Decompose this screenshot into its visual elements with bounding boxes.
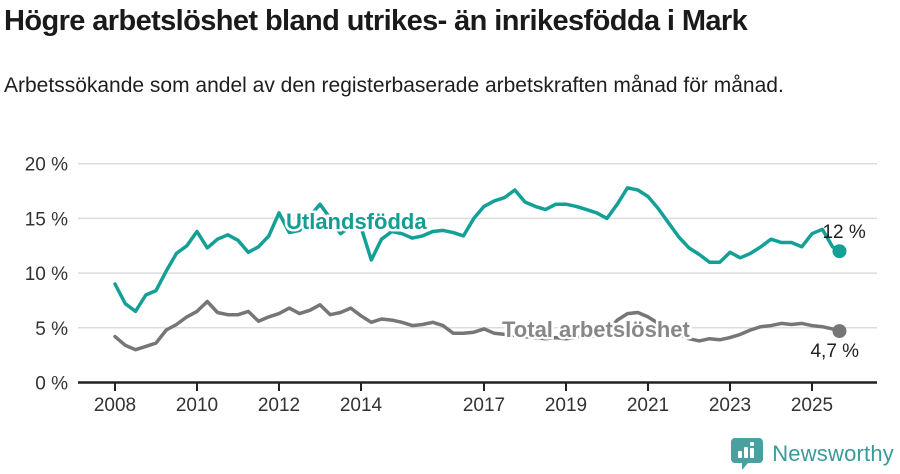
chart-subtitle: Arbetssökande som andel av den registerb… <box>4 74 784 97</box>
chart-title: Högre arbetslöshet bland utrikes- än inr… <box>4 5 748 37</box>
y-tick-label: 5 % <box>35 319 68 340</box>
y-tick-label: 0 % <box>35 374 68 395</box>
x-tick-label: 2010 <box>176 395 218 416</box>
y-tick-label: 20 % <box>25 155 68 176</box>
newsworthy-logo-icon <box>731 438 764 470</box>
brand-footer: Newsworthy <box>730 437 894 470</box>
series-label-total: Total arbetslöshet <box>502 317 691 342</box>
x-tick-label: 2021 <box>627 395 669 416</box>
x-tick-label: 2012 <box>258 395 300 416</box>
total-unemployment-line-end-dot <box>832 324 847 339</box>
end-value-foreign-born: 12 % <box>822 222 865 243</box>
logo-bar-3 <box>750 448 755 458</box>
end-value-total: 4,7 % <box>810 341 859 362</box>
x-tick-label: 2025 <box>791 395 833 416</box>
foreign-born-line-end-dot <box>832 244 847 259</box>
y-tick-label: 10 % <box>25 264 68 285</box>
logo-bar-1 <box>738 451 743 458</box>
foreign-born-line <box>113 186 842 314</box>
logo-exclamation-dot <box>750 442 755 446</box>
x-tick-label: 2014 <box>340 395 383 416</box>
logo-bar-2 <box>744 447 749 458</box>
series-label-foreign-born: Utlandsfödda <box>286 209 427 234</box>
total-unemployment-line <box>113 299 842 352</box>
x-tick-label: 2019 <box>545 395 587 416</box>
x-tick-label: 2017 <box>463 395 505 416</box>
x-tick-label: 2008 <box>94 395 136 416</box>
y-tick-label: 15 % <box>25 209 68 230</box>
brand-name: Newsworthy <box>772 440 894 466</box>
x-tick-label: 2023 <box>709 395 751 416</box>
